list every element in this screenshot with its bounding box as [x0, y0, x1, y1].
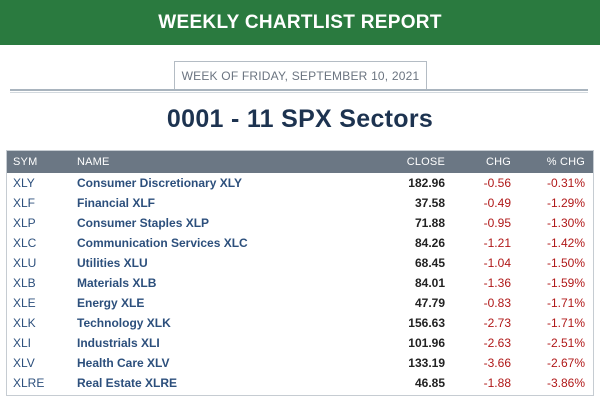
percent-change-value: -0.31% [546, 176, 585, 190]
symbol-link[interactable]: XLI [13, 336, 32, 350]
percent-change-value: -1.29% [546, 196, 585, 210]
close-value: 101.96 [408, 336, 445, 350]
column-header-pct-chg[interactable]: % CHG [546, 156, 585, 168]
divider-secondary [10, 92, 588, 93]
page-title: 0001 - 11 SPX Sectors [166, 105, 434, 133]
symbol-link[interactable]: XLB [13, 276, 36, 290]
table-row[interactable]: XLI Industrials XLI 101.96 -2.63 -2.51% [7, 333, 593, 353]
close-value: 37.58 [414, 196, 445, 210]
close-value: 71.88 [414, 216, 445, 230]
change-value: -0.56 [483, 176, 511, 190]
week-label: WEEK OF FRIDAY, SEPTEMBER 10, 2021 [174, 61, 427, 90]
change-value: -0.49 [483, 196, 511, 210]
change-value: -1.36 [483, 276, 511, 290]
table-row[interactable]: XLK Technology XLK 156.63 -2.73 -1.71% [7, 313, 593, 333]
change-value: -1.21 [483, 236, 511, 250]
change-value: -2.73 [483, 316, 511, 330]
percent-change-value: -1.42% [546, 236, 585, 250]
percent-change-value: -1.30% [546, 216, 585, 230]
name-link[interactable]: Technology XLK [77, 316, 171, 330]
percent-change-value: -2.67% [546, 356, 585, 370]
column-header-chg[interactable]: CHG [485, 156, 511, 168]
table-row[interactable]: XLP Consumer Staples XLP 71.88 -0.95 -1.… [7, 213, 593, 233]
name-link[interactable]: Utilities XLU [77, 256, 148, 270]
close-value: 68.45 [414, 256, 445, 270]
close-value: 84.26 [414, 236, 445, 250]
symbol-link[interactable]: XLF [13, 196, 36, 210]
divider [10, 89, 588, 91]
percent-change-value: -1.50% [546, 256, 585, 270]
percent-change-value: -2.51% [546, 336, 585, 350]
name-link[interactable]: Industrials XLI [77, 336, 160, 350]
percent-change-value: -1.59% [546, 276, 585, 290]
name-link[interactable]: Energy XLE [77, 296, 145, 310]
symbol-link[interactable]: XLC [13, 236, 37, 250]
close-value: 46.85 [414, 376, 445, 390]
change-value: -3.66 [483, 356, 511, 370]
table-row[interactable]: XLC Communication Services XLC 84.26 -1.… [7, 233, 593, 253]
table-row[interactable]: XLE Energy XLE 47.79 -0.83 -1.71% [7, 293, 593, 313]
symbol-link[interactable]: XLP [13, 216, 36, 230]
symbol-link[interactable]: XLU [13, 256, 37, 270]
percent-change-value: -1.71% [546, 316, 585, 330]
sector-table-grid: SYM NAME CLOSE CHG % CHG XLY Consumer Di… [7, 151, 593, 393]
close-value: 133.19 [408, 356, 445, 370]
report-banner: WEEKLY CHARTLIST REPORT [0, 0, 600, 45]
symbol-link[interactable]: XLY [13, 176, 35, 190]
change-value: -1.04 [483, 256, 511, 270]
change-value: -0.83 [483, 296, 511, 310]
name-link[interactable]: Communication Services XLC [77, 236, 248, 250]
column-header-name[interactable]: NAME [77, 156, 110, 168]
close-value: 84.01 [414, 276, 445, 290]
column-header-sym[interactable]: SYM [13, 156, 38, 168]
sector-table: SYM NAME CLOSE CHG % CHG XLY Consumer Di… [6, 150, 594, 396]
close-value: 156.63 [408, 316, 445, 330]
symbol-link[interactable]: XLV [13, 356, 35, 370]
close-value: 47.79 [414, 296, 445, 310]
percent-change-value: -1.71% [546, 296, 585, 310]
table-row[interactable]: XLRE Real Estate XLRE 46.85 -1.88 -3.86% [7, 373, 593, 393]
table-row[interactable]: XLU Utilities XLU 68.45 -1.04 -1.50% [7, 253, 593, 273]
change-value: -1.88 [483, 376, 511, 390]
name-link[interactable]: Consumer Discretionary XLY [77, 176, 242, 190]
table-row[interactable]: XLB Materials XLB 84.01 -1.36 -1.59% [7, 273, 593, 293]
name-link[interactable]: Real Estate XLRE [77, 376, 178, 390]
table-header-row: SYM NAME CLOSE CHG % CHG [7, 151, 593, 173]
close-value: 182.96 [408, 176, 445, 190]
change-value: -0.95 [483, 216, 511, 230]
banner-title: WEEKLY CHARTLIST REPORT [158, 11, 442, 33]
name-link[interactable]: Consumer Staples XLP [77, 216, 210, 230]
name-link[interactable]: Materials XLB [77, 276, 157, 290]
symbol-link[interactable]: XLRE [13, 376, 45, 390]
column-header-close[interactable]: CLOSE [406, 156, 445, 168]
percent-change-value: -3.86% [546, 376, 585, 390]
symbol-link[interactable]: XLE [13, 296, 36, 310]
table-row[interactable]: XLV Health Care XLV 133.19 -3.66 -2.67% [7, 353, 593, 373]
table-row[interactable]: XLF Financial XLF 37.58 -0.49 -1.29% [7, 193, 593, 213]
name-link[interactable]: Health Care XLV [77, 356, 170, 370]
symbol-link[interactable]: XLK [13, 316, 36, 330]
change-value: -2.63 [483, 336, 511, 350]
table-row[interactable]: XLY Consumer Discretionary XLY 182.96 -0… [7, 173, 593, 193]
name-link[interactable]: Financial XLF [77, 196, 156, 210]
